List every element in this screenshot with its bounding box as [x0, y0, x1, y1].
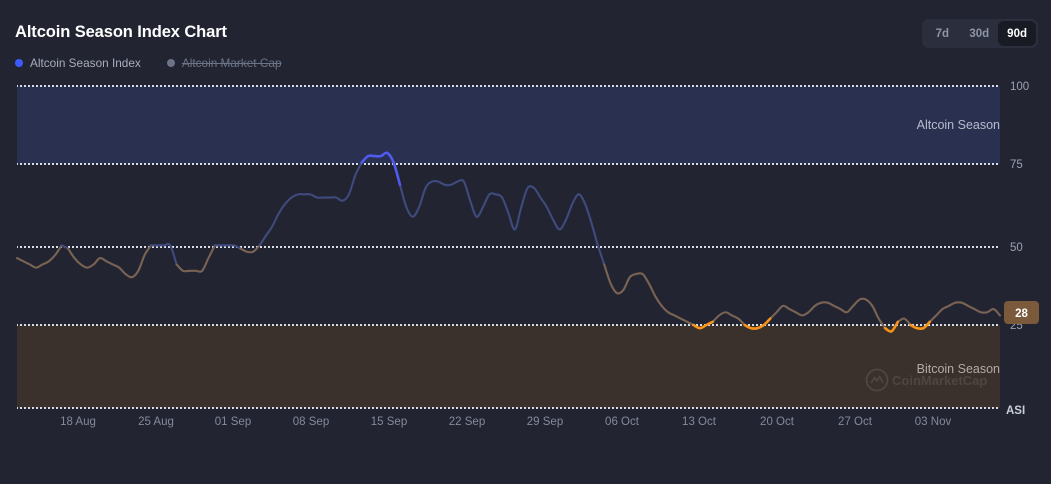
- series-line-segment: [360, 151, 402, 187]
- range-button-90d[interactable]: 90d: [998, 21, 1036, 46]
- x-tick-label: 27 Oct: [838, 416, 873, 428]
- current-value-badge-text: 28: [1015, 308, 1028, 320]
- x-tick-label: 18 Aug: [60, 416, 96, 428]
- legend-item-altcoin-season-index[interactable]: Altcoin Season Index: [15, 56, 141, 70]
- series-line-segment: [896, 317, 912, 327]
- series-line-segment: [928, 301, 1002, 323]
- x-tick-label: 22 Sep: [449, 416, 485, 428]
- series-line-segment: [883, 320, 900, 333]
- series-line-segment: [175, 244, 216, 273]
- series-line-segment: [60, 244, 70, 250]
- x-tick-label: 01 Sep: [215, 416, 251, 428]
- series-line-segment: [769, 297, 887, 330]
- series-line-segment: [150, 242, 178, 266]
- x-axis: 18 Aug 25 Aug 01 Sep 08 Sep 15 Sep 22 Sep 29 S…: [60, 416, 951, 428]
- y-tick-label: 75: [1010, 159, 1023, 171]
- legend-label: Altcoin Season Index: [30, 56, 141, 70]
- range-button-7d[interactable]: 7d: [924, 21, 960, 46]
- legend-label: Altcoin Market Cap: [181, 56, 282, 70]
- watermark-label: CoinMarketCap: [892, 373, 987, 388]
- x-tick-label: 25 Aug: [138, 416, 174, 428]
- series-line-segment: [239, 244, 261, 254]
- series-line-segment: [15, 244, 63, 269]
- series-line-segment: [692, 320, 715, 330]
- y-tick-label: 50: [1010, 242, 1023, 254]
- x-tick-label: 13 Oct: [682, 416, 717, 428]
- coinmarketcap-logo-icon: [865, 368, 889, 392]
- legend-item-altcoin-market-cap[interactable]: Altcoin Market Cap: [166, 56, 282, 70]
- bitcoin-season-zone-label: Bitcoin Season: [917, 362, 1000, 376]
- chart-plot-area[interactable]: Altcoin Season Bitcoin Season CoinMarket…: [0, 72, 1051, 432]
- x-tick-label: 03 Nov: [915, 416, 952, 428]
- chart-legend: Altcoin Season Index Altcoin Market Cap: [15, 56, 282, 70]
- x-tick-label: 08 Sep: [293, 416, 329, 428]
- series-line-segment: [213, 244, 242, 250]
- legend-dot-icon: [166, 59, 175, 67]
- altcoin-season-zone: [17, 86, 1000, 164]
- y-tick-label: 100: [1010, 81, 1029, 93]
- series-altcoin-season-index: [15, 151, 1002, 333]
- coinmarketcap-watermark: CoinMarketCap: [865, 368, 987, 392]
- series-line-segment: [398, 179, 606, 266]
- altcoin-season-zone-label: Altcoin Season: [917, 118, 1000, 132]
- series-line-segment: [67, 244, 153, 279]
- gridlines: [17, 85, 1000, 409]
- y-axis-name: ASI: [1006, 405, 1025, 417]
- range-button-30d[interactable]: 30d: [960, 21, 998, 46]
- series-line-segment: [711, 311, 746, 327]
- x-tick-label: 06 Oct: [605, 416, 640, 428]
- series-line-segment: [909, 320, 932, 331]
- y-axis: 100 75 50 25 ASI: [1006, 81, 1029, 417]
- x-tick-label: 15 Sep: [371, 416, 407, 428]
- x-tick-label: 20 Oct: [760, 416, 795, 428]
- chart-header: Altcoin Season Index Chart 7d 30d 90d: [0, 0, 1051, 48]
- series-line-segment: [603, 263, 695, 327]
- legend-dot-icon: [15, 59, 23, 67]
- page-title: Altcoin Season Index Chart: [15, 23, 227, 41]
- chart-svg: Altcoin Season Bitcoin Season CoinMarket…: [15, 81, 1039, 428]
- time-range-selector[interactable]: 7d 30d 90d: [922, 19, 1038, 48]
- series-line-segment: [258, 161, 363, 247]
- x-tick-label: 29 Sep: [527, 416, 563, 428]
- current-value-badge: 28: [1004, 301, 1039, 324]
- bitcoin-season-zone: [17, 325, 1000, 408]
- series-line-segment: [743, 317, 772, 330]
